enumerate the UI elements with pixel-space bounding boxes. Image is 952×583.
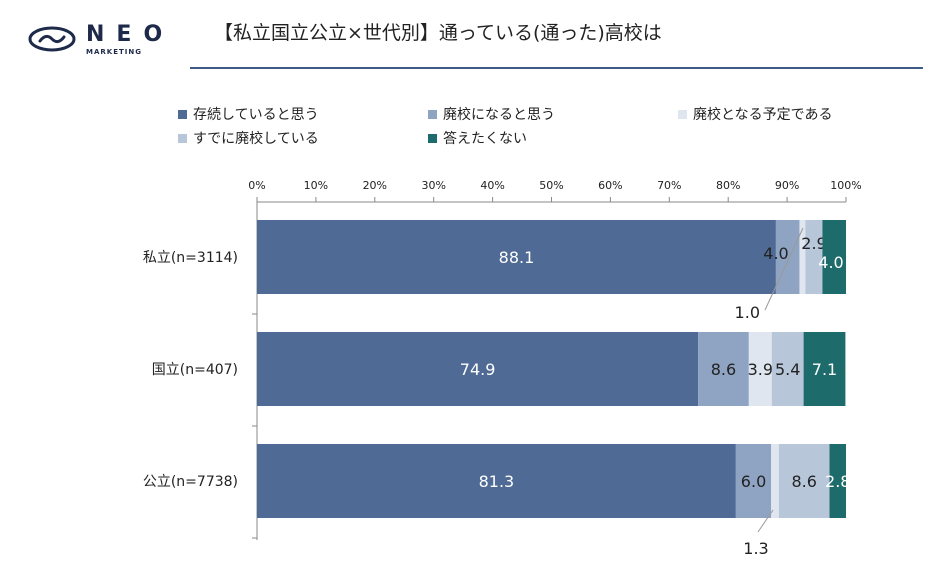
legend-swatch bbox=[428, 133, 437, 143]
data-label: 2.9 bbox=[801, 234, 826, 253]
data-label: 3.9 bbox=[748, 360, 773, 379]
bar-segment bbox=[803, 332, 846, 406]
legend-label: すでに廃校している bbox=[193, 131, 319, 147]
data-label: 81.3 bbox=[479, 472, 515, 491]
x-tick-label: 30% bbox=[421, 179, 445, 192]
legend-label: 存続していると思う bbox=[193, 107, 319, 123]
bar-segment bbox=[829, 444, 846, 518]
data-label: 1.0 bbox=[735, 303, 760, 322]
bar-segment bbox=[257, 220, 776, 294]
data-label: 74.9 bbox=[460, 360, 496, 379]
data-label: 8.6 bbox=[711, 360, 736, 379]
data-label: 8.6 bbox=[791, 472, 816, 491]
bar-segment bbox=[771, 332, 804, 406]
x-tick-label: 70% bbox=[657, 179, 681, 192]
x-tick-label: 40% bbox=[480, 179, 504, 192]
legend-item-will-close: 廃校になると思う bbox=[428, 104, 555, 124]
legend-label: 答えたくない bbox=[443, 131, 527, 147]
legend-swatch bbox=[178, 133, 187, 143]
legend-item-already-closed: すでに廃校している bbox=[178, 128, 319, 148]
data-label: 7.1 bbox=[812, 360, 837, 379]
data-label: 1.3 bbox=[743, 539, 768, 558]
category-label: 私立(n=3114) bbox=[143, 250, 238, 266]
bar-segment bbox=[257, 332, 699, 406]
data-label: 4.0 bbox=[818, 253, 843, 272]
x-tick-label: 10% bbox=[304, 179, 328, 192]
data-label: 88.1 bbox=[499, 248, 535, 267]
data-label: 2.8 bbox=[825, 472, 850, 491]
legend-label: 廃校になると思う bbox=[443, 107, 555, 123]
x-tick-label: 0% bbox=[248, 179, 265, 192]
x-tick-label: 20% bbox=[363, 179, 387, 192]
legend-swatch bbox=[678, 109, 687, 119]
legend-swatch bbox=[178, 109, 187, 119]
chart-legend: 存続していると思う 廃校になると思う 廃校となる予定である すでに廃校している … bbox=[178, 104, 898, 148]
legend-item-survive: 存続していると思う bbox=[178, 104, 319, 124]
neo-wave-icon bbox=[28, 26, 76, 52]
logo-subtext: MARKETING bbox=[86, 48, 142, 56]
bar-segment bbox=[805, 220, 823, 294]
title-underline bbox=[190, 67, 923, 69]
bar-segment bbox=[748, 332, 772, 406]
bar-segment bbox=[778, 444, 830, 518]
chart-title: 【私立国立公立×世代別】通っている(通った)高校は bbox=[214, 22, 662, 44]
legend-label: 廃校となる予定である bbox=[693, 107, 833, 123]
bar-segment bbox=[771, 444, 779, 518]
x-tick-label: 60% bbox=[598, 179, 622, 192]
bar-segment bbox=[799, 220, 806, 294]
x-tick-label: 90% bbox=[775, 179, 799, 192]
legend-item-no-answer: 答えたくない bbox=[428, 128, 527, 148]
legend-swatch bbox=[428, 109, 437, 119]
data-label: 4.0 bbox=[763, 244, 788, 263]
category-label: 公立(n=7738) bbox=[143, 474, 238, 490]
label-leader-line bbox=[764, 227, 804, 311]
bar-segment bbox=[822, 220, 846, 294]
data-label: 6.0 bbox=[741, 472, 766, 491]
x-tick-label: 80% bbox=[716, 179, 740, 192]
bar-segment bbox=[775, 220, 800, 294]
bar-segment bbox=[698, 332, 749, 406]
bar-segment bbox=[735, 444, 772, 518]
legend-item-scheduled-close: 廃校となる予定である bbox=[678, 104, 832, 124]
bar-segment bbox=[257, 444, 736, 518]
data-label: 5.4 bbox=[775, 360, 800, 379]
logo-wordmark: NEO bbox=[86, 22, 175, 47]
x-tick-label: 50% bbox=[539, 179, 563, 192]
x-tick-label: 100% bbox=[830, 179, 861, 192]
label-leader-line bbox=[757, 509, 774, 533]
category-label: 国立(n=407) bbox=[152, 362, 238, 378]
neo-marketing-logo: NEO MARKETING bbox=[28, 22, 198, 56]
